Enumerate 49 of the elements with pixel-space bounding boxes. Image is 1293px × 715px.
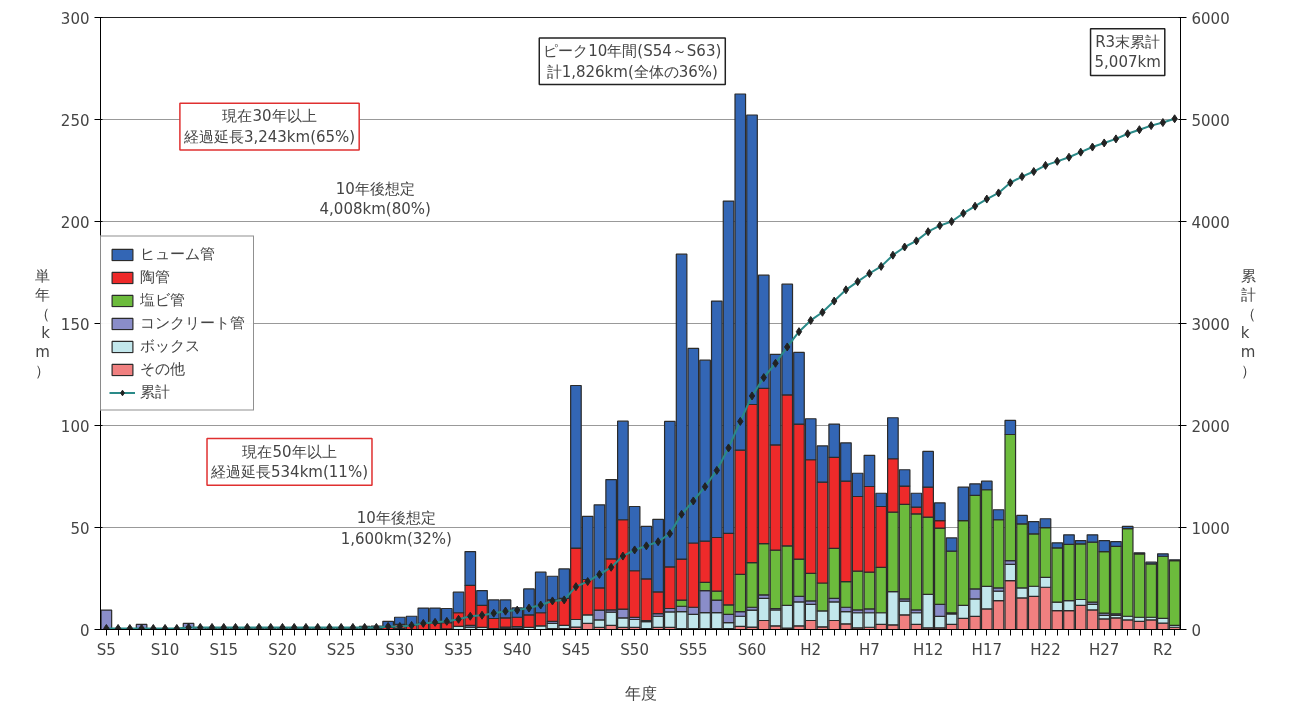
annotation: R3末累計 5,007km — [1094, 32, 1161, 72]
x-tick-label: S10 — [150, 640, 180, 659]
x-tick-label: R2 — [1152, 640, 1173, 659]
x-tick-label: S20 — [268, 640, 297, 659]
x-tick-label: H2 — [800, 640, 822, 659]
x-tick-label: S15 — [209, 640, 239, 659]
y2-tick-label: 5000 — [1191, 111, 1230, 130]
x-tick-label: S60 — [737, 640, 767, 659]
x-tick-label: H27 — [1089, 640, 1120, 659]
legend-label: 累計 — [140, 382, 170, 402]
x-tick-label: S5 — [96, 640, 116, 659]
x-tick-label: S40 — [502, 640, 532, 659]
x-tick-label: S55 — [679, 640, 708, 659]
y2-tick-label: 0 — [1191, 621, 1202, 640]
annotation: 10年後想定 1,600km(32%) — [340, 509, 452, 549]
legend-label: 塩ビ管 — [140, 290, 185, 310]
y2-tick-label: 1000 — [1191, 519, 1230, 538]
x-axis-title: 年度 — [624, 683, 657, 703]
y-tick-label: 0 — [79, 621, 90, 640]
x-tick-label: H17 — [971, 640, 1002, 659]
x-tick-label: H12 — [912, 640, 944, 659]
y-tick-label: 200 — [60, 213, 90, 232]
y2-tick-label: 6000 — [1191, 9, 1230, 28]
x-tick-label: H22 — [1030, 640, 1061, 659]
y2-tick-label: 3000 — [1191, 315, 1230, 334]
annotation: 10年後想定 4,008km(80%) — [319, 179, 431, 219]
y-axis-title: 単年（km） — [34, 267, 51, 380]
y2-tick-label: 4000 — [1191, 213, 1230, 232]
legend-label: 陶管 — [140, 267, 170, 287]
x-tick-label: S45 — [561, 640, 591, 659]
legend-label: ヒューム管 — [140, 244, 215, 264]
x-tick-label: S50 — [620, 640, 649, 659]
annotation: ピーク10年間(S54～S63) 計1,826km(全体の36%) — [543, 41, 722, 81]
y2-axis-title: 累計（km） — [1240, 267, 1256, 380]
legend-label: その他 — [140, 359, 185, 379]
y2-tick-label: 2000 — [1191, 417, 1230, 436]
annotation: 現在30年以上経過延長3,243km(65%) — [182, 107, 356, 146]
legend-label: ボックス — [140, 336, 200, 356]
x-tick-label: S35 — [444, 640, 473, 659]
x-tick-label: H7 — [859, 640, 880, 659]
y-tick-label: 50 — [70, 519, 90, 538]
legend-label: コンクリート管 — [140, 313, 245, 333]
y-tick-label: 250 — [60, 111, 90, 130]
y-tick-label: 100 — [60, 417, 90, 436]
annotation: 現在50年以上経過延長534km(11%) — [210, 442, 368, 482]
y-tick-label: 300 — [60, 9, 90, 28]
x-tick-label: S25 — [326, 640, 356, 659]
y-tick-label: 150 — [60, 315, 90, 334]
x-tick-label: S30 — [385, 640, 415, 659]
